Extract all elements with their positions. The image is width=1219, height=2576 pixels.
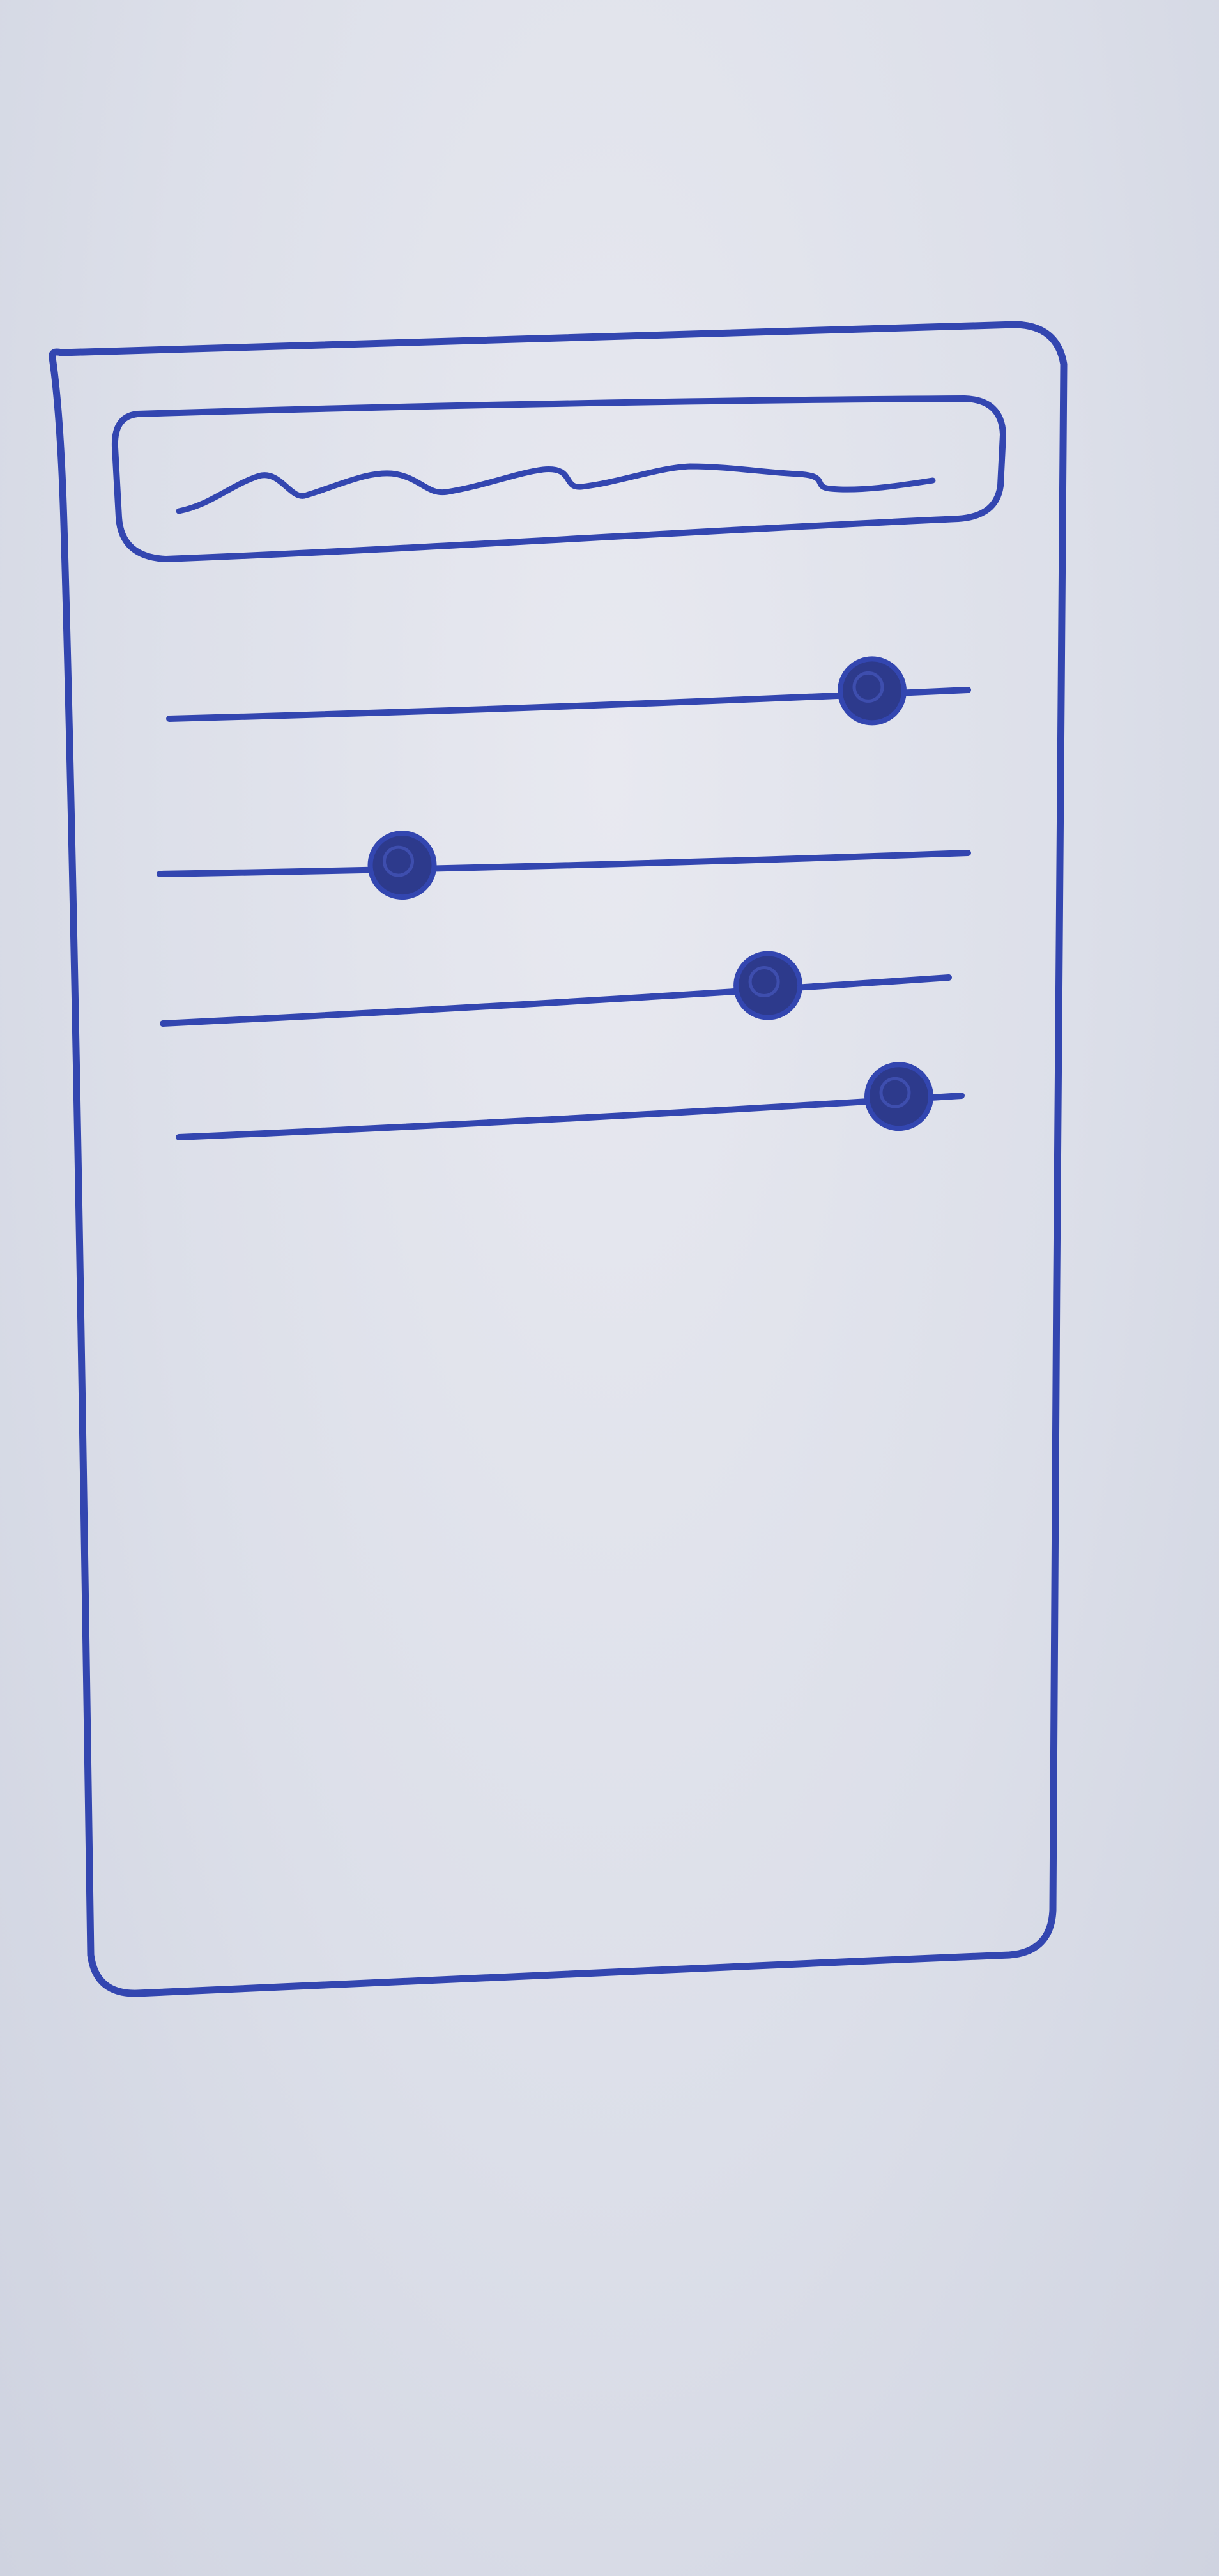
slider-knob-scribble — [748, 966, 780, 998]
slider-knob[interactable] — [733, 951, 803, 1020]
header-box — [111, 395, 1006, 562]
slider-knob[interactable] — [838, 656, 907, 726]
slider-knob[interactable] — [367, 831, 437, 900]
slider-knob[interactable] — [864, 1062, 933, 1131]
slider-1[interactable] — [166, 656, 971, 726]
slider-track[interactable] — [157, 850, 971, 877]
slider-knob-scribble — [852, 671, 884, 703]
slider-list — [157, 656, 971, 1140]
slider-knob-scribble — [879, 1077, 911, 1108]
header-text-scribble — [176, 463, 936, 514]
slider-track[interactable] — [160, 974, 952, 1027]
slider-track[interactable] — [176, 1092, 965, 1140]
app-frame — [49, 321, 1068, 1997]
slider-2[interactable] — [157, 831, 971, 900]
slider-3[interactable] — [160, 951, 952, 1027]
slider-4[interactable] — [176, 1062, 965, 1140]
slider-knob-scribble — [383, 845, 414, 877]
